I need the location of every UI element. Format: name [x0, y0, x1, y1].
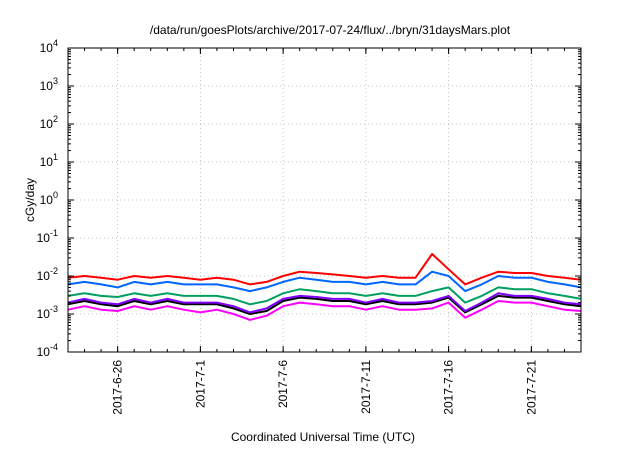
- series-line: [67, 253, 582, 286]
- ticks: 10-4 10-3 10-2 10-1 100 101 102 103 104 2017-6-26…: [37, 38, 582, 415]
- y-axis-label: cGy/day: [23, 178, 37, 222]
- x-axis-label: Coordinated Universal Time (UTC): [231, 430, 415, 444]
- series-line: [67, 294, 582, 315]
- y-tick-label: 100: [40, 190, 58, 207]
- x-tick-label: 2017-7-6: [276, 360, 290, 408]
- series-line: [67, 300, 582, 321]
- chart-title: /data/run/goesPlots/archive/2017-07-24/f…: [150, 23, 511, 37]
- grid: [68, 48, 581, 352]
- series-line: [67, 292, 582, 314]
- y-tick-label: 10-2: [37, 266, 58, 283]
- y-tick-label: 10-3: [37, 304, 58, 321]
- x-tick-label: 2017-7-1: [193, 360, 207, 408]
- y-tick-label: 10-1: [37, 228, 58, 245]
- y-tick-label: 103: [40, 76, 58, 93]
- series-group: [67, 253, 582, 321]
- x-tick-label: 2017-7-21: [524, 360, 538, 415]
- y-tick-label: 101: [40, 152, 58, 169]
- series-line: [67, 286, 582, 306]
- y-tick-label: 102: [40, 114, 58, 131]
- x-tick-label: 2017-7-16: [442, 360, 456, 415]
- x-tick-label: 2017-7-11: [359, 360, 373, 414]
- series-line: [67, 270, 582, 293]
- x-tick-label: 2017-6-26: [111, 360, 125, 415]
- y-tick-label: 104: [40, 38, 58, 55]
- y-tick-label: 10-4: [37, 342, 58, 359]
